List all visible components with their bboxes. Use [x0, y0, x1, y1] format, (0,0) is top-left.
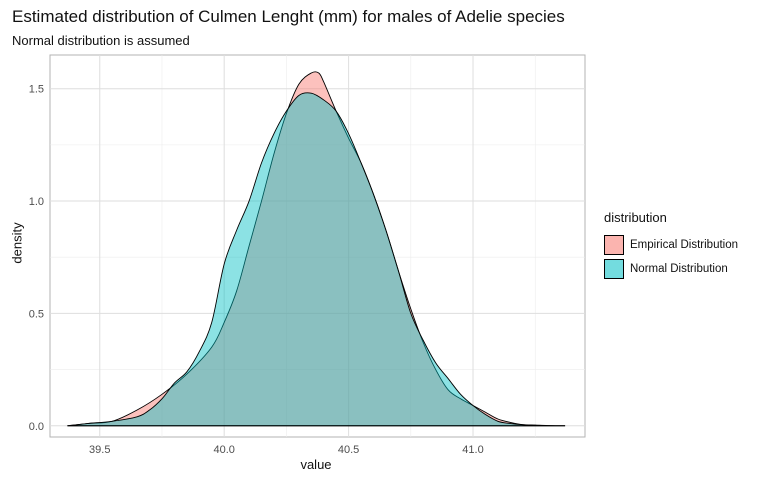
y-tick-label: 1.0: [29, 196, 44, 208]
legend-item-empirical: Empirical Distribution: [604, 233, 738, 257]
x-axis-label: value: [300, 457, 332, 472]
chart-title: Estimated distribution of Culmen Lenght …: [12, 7, 565, 26]
legend-item-normal: Normal Distribution: [604, 257, 738, 281]
legend-title: distribution: [604, 210, 667, 225]
y-tick-label: 0.0: [29, 421, 44, 433]
x-tick-label: 40.0: [213, 444, 234, 456]
y-tick-label: 1.5: [29, 84, 44, 96]
legend-key-normal: [604, 259, 624, 279]
density-area-normal: [67, 92, 566, 427]
legend-key-empirical: [604, 235, 624, 255]
density-areas: [67, 71, 566, 427]
x-axis-ticks: 39.5 40.0 40.5 41.0: [89, 444, 484, 456]
legend-label-empirical: Empirical Distribution: [630, 239, 739, 251]
y-axis-label: density: [9, 222, 25, 264]
x-tick-label: 39.5: [89, 444, 110, 456]
legend-label-normal: Normal Distribution: [630, 263, 728, 275]
y-axis-ticks: 0.0 0.5 1.0 1.5: [29, 84, 44, 433]
chart-subtitle: Normal distribution is assumed: [12, 33, 190, 48]
density-area-empirical: [67, 71, 566, 427]
plot-panel: [49, 54, 586, 438]
x-tick-label: 40.5: [338, 444, 359, 456]
legend: distribution Empirical Distribution Norm…: [604, 210, 738, 281]
x-tick-label: 41.0: [462, 444, 483, 456]
minor-gridlines: [50, 55, 585, 437]
y-tick-label: 0.5: [29, 308, 44, 320]
